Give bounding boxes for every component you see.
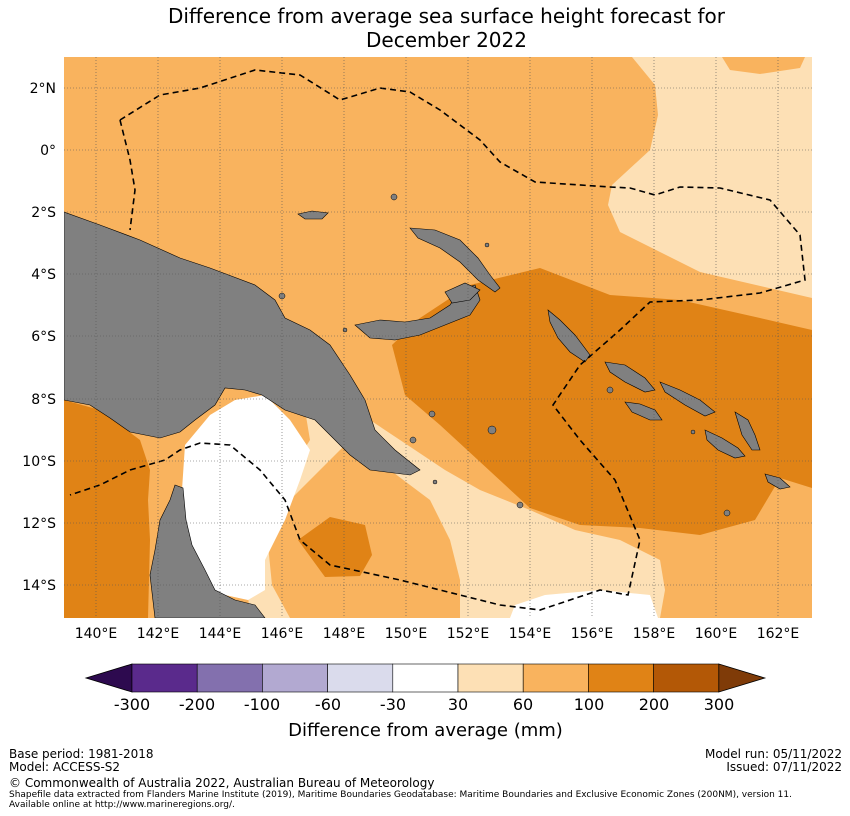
colorbar-segment — [457, 663, 524, 693]
map-figure: 2°N 0° 2°S 4°S 6°S 8°S 10°S 12°S 14°S 14… — [22, 57, 812, 693]
lon-label: 150°E — [385, 626, 428, 642]
title-line-2: December 2022 — [366, 28, 527, 52]
colorbar-title: Difference from average (mm) — [288, 720, 563, 741]
lon-label: 140°E — [75, 626, 118, 642]
lon-label: 160°E — [695, 626, 738, 642]
land-guadalcanal — [704, 429, 746, 459]
lon-label: 144°E — [199, 626, 242, 642]
colorbar-segment — [392, 663, 459, 693]
colorbar-segment — [327, 663, 394, 693]
contour-near-average-south-east — [510, 590, 658, 618]
land-makira — [764, 473, 791, 490]
colorbar-segment — [131, 663, 198, 693]
lat-label: 4°S — [31, 267, 56, 283]
land-new-ireland — [409, 227, 501, 293]
lat-label: 0° — [40, 143, 56, 159]
colorbar-tick: 300 — [703, 695, 735, 714]
colorbar-tick: 60 — [512, 695, 534, 714]
lon-label: 154°E — [509, 626, 552, 642]
colorbar-tick: -100 — [243, 695, 281, 714]
lon-label: 156°E — [571, 626, 614, 642]
lon-label: 142°E — [137, 626, 180, 642]
colorbar-segment — [588, 663, 654, 693]
lon-label: 162°E — [757, 626, 800, 642]
contour-30-60-northeast — [608, 57, 812, 298]
issued-date: Issued: 07/11/2022 — [726, 760, 842, 774]
lat-label: 14°S — [22, 578, 56, 594]
colorbar-tick: -200 — [178, 695, 216, 714]
model-name: Model: ACCESS-S2 — [9, 760, 121, 774]
shapefile-credit-1: Shapefile data extracted from Flanders M… — [9, 790, 792, 800]
longitude-labels: 140°E 142°E 144°E 146°E 148°E 150°E 152°… — [75, 626, 800, 642]
colorbar-segment — [196, 663, 263, 693]
land-malaita — [734, 411, 761, 451]
land-gazelle-peninsula — [444, 282, 481, 304]
colorbar-tick: -60 — [314, 695, 342, 714]
contour-100-200-west — [64, 400, 150, 618]
chart-title: Difference from average sea surface heig… — [0, 4, 850, 52]
contour-60-100-north-patch — [722, 57, 805, 74]
model-run: Model run: 05/11/2022 — [704, 747, 842, 761]
gridlines — [64, 57, 812, 618]
lon-label: 148°E — [323, 626, 366, 642]
lon-label: 152°E — [447, 626, 490, 642]
lon-label: 158°E — [633, 626, 676, 642]
land-new-georgia — [624, 401, 663, 421]
lat-label: 12°S — [22, 516, 56, 532]
colorbar-tick: -300 — [113, 695, 151, 714]
contour-near-average-gulf — [180, 395, 310, 600]
base-period: Base period: 1981-2018 — [9, 747, 154, 761]
colorbar-segment — [522, 663, 589, 693]
colorbar — [84, 663, 767, 693]
land-new-guinea — [64, 211, 421, 476]
lat-label: 10°S — [22, 454, 56, 470]
land-santa-isabel — [659, 381, 716, 417]
lat-label: 8°S — [31, 392, 56, 408]
colorbar-extend-min — [84, 663, 133, 693]
colorbar-tick: 200 — [638, 695, 670, 714]
lat-label: 2°N — [30, 81, 56, 97]
land-choiseul — [604, 361, 656, 393]
colorbar-tick: 100 — [573, 695, 605, 714]
contour-100-200-coral-sea — [298, 517, 372, 577]
colorbar-tick: -30 — [379, 695, 407, 714]
contour-100-200-east — [392, 268, 812, 535]
copyright: © Commonwealth of Australia 2022, Austra… — [9, 776, 435, 790]
colorbar-segment — [262, 663, 328, 693]
map-plot-area — [64, 57, 812, 618]
land-manus — [297, 210, 329, 220]
lon-label: 146°E — [261, 626, 304, 642]
lat-label: 6°S — [31, 329, 56, 345]
eez-boundary — [69, 69, 806, 611]
colorbar-segment — [653, 663, 720, 693]
lat-label: 2°S — [31, 205, 56, 221]
title-line-1: Difference from average sea surface heig… — [167, 4, 726, 28]
colorbar-extend-max — [718, 663, 767, 693]
shapefile-credit-2: Available online at http://www.marinereg… — [9, 800, 235, 810]
latitude-labels: 2°N 0° 2°S 4°S 6°S 8°S 10°S 12°S 14°S — [22, 81, 56, 594]
colorbar-tick: 30 — [447, 695, 469, 714]
